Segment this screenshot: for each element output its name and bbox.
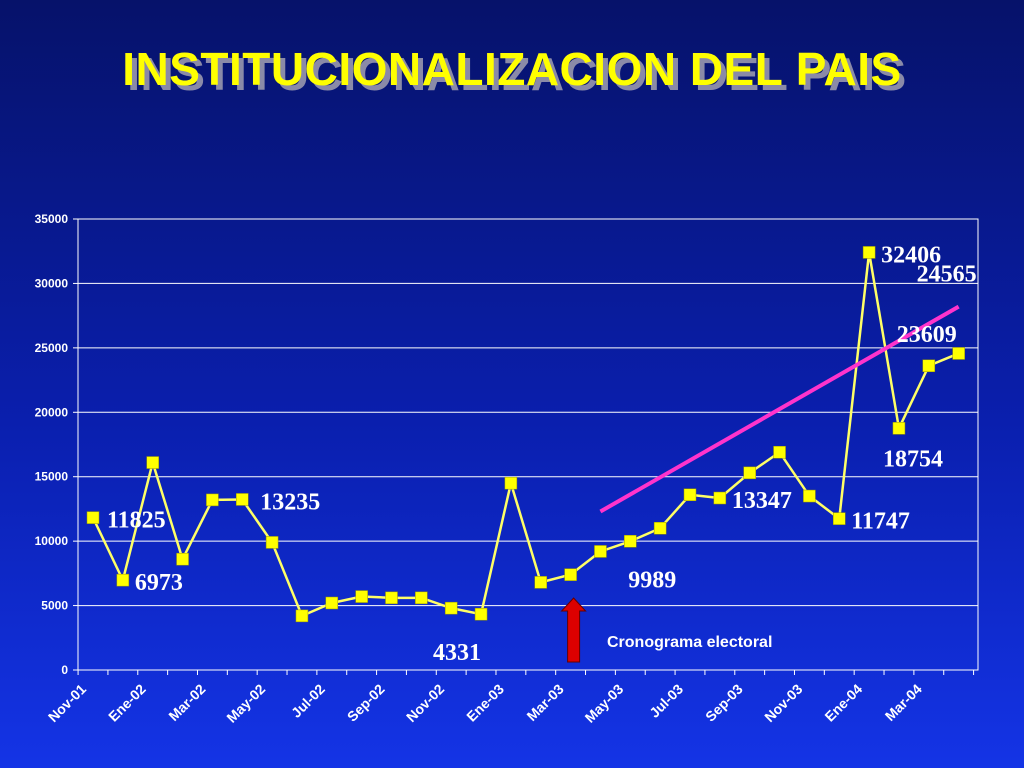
series-line bbox=[91, 252, 960, 618]
y-tick-label: 5000 bbox=[41, 599, 68, 613]
data-point bbox=[444, 601, 458, 615]
data-point bbox=[355, 590, 368, 603]
x-tick-label: Ene-02 bbox=[105, 681, 149, 725]
data-label: 13347 bbox=[732, 488, 792, 514]
data-point bbox=[653, 522, 667, 535]
data-point bbox=[176, 552, 189, 566]
data-label: 11747 bbox=[851, 509, 910, 535]
data-point bbox=[624, 535, 637, 548]
data-point bbox=[952, 347, 965, 360]
data-label: 24565 bbox=[917, 261, 977, 287]
data-label: 32406 bbox=[881, 242, 941, 268]
data-label: 9989 bbox=[628, 567, 676, 593]
data-point bbox=[116, 573, 130, 587]
x-tick-label: Sep-03 bbox=[702, 681, 746, 725]
data-point bbox=[474, 607, 488, 621]
x-tick-label: Sep-02 bbox=[344, 681, 388, 725]
data-point bbox=[206, 493, 219, 507]
data-point bbox=[295, 609, 309, 623]
data-point bbox=[833, 512, 846, 525]
y-tick-label: 10000 bbox=[35, 534, 69, 548]
y-tick-label: 0 bbox=[61, 663, 68, 677]
x-tick-label: Mar-03 bbox=[523, 681, 566, 724]
data-point bbox=[773, 445, 786, 459]
data-label: 23609 bbox=[897, 322, 957, 348]
data-label: 13235 bbox=[260, 489, 320, 515]
y-tick-label: 15000 bbox=[35, 470, 69, 484]
data-point bbox=[564, 568, 577, 581]
data-point bbox=[922, 359, 936, 373]
trend-line bbox=[599, 304, 960, 514]
data-point bbox=[86, 511, 100, 524]
data-point bbox=[265, 536, 279, 549]
x-tick-label: Mar-04 bbox=[882, 681, 925, 724]
data-point bbox=[594, 545, 607, 558]
data-point bbox=[862, 246, 876, 259]
x-tick-label: Nov-03 bbox=[761, 681, 805, 725]
x-tick-label: Ene-03 bbox=[463, 681, 507, 725]
data-point bbox=[236, 493, 249, 506]
plot-area-frame bbox=[77, 218, 979, 671]
arrow-icon bbox=[560, 597, 587, 663]
x-tick-label: Nov-02 bbox=[403, 681, 447, 725]
data-point bbox=[415, 591, 428, 605]
data-point bbox=[504, 476, 518, 490]
data-label: 18754 bbox=[883, 446, 943, 472]
annotation-label: Cronograma electoral bbox=[607, 634, 772, 651]
x-tick-label: Jul-02 bbox=[288, 681, 328, 721]
data-point bbox=[534, 576, 547, 589]
data-point bbox=[892, 422, 906, 435]
data-point bbox=[146, 456, 159, 469]
x-tick-label: Ene-04 bbox=[821, 681, 865, 725]
slide-title: INSTITUCIONALIZACION DEL PAIS bbox=[122, 43, 902, 95]
x-tick-label: Nov-01 bbox=[45, 681, 89, 725]
y-tick-label: 30000 bbox=[35, 276, 69, 290]
data-point bbox=[713, 491, 727, 505]
x-tick-label: Mar-02 bbox=[165, 681, 208, 724]
data-label: 4331 bbox=[433, 640, 481, 666]
y-tick-label: 20000 bbox=[35, 405, 69, 419]
data-label: 11825 bbox=[107, 508, 166, 534]
y-tick-label: 25000 bbox=[35, 341, 69, 355]
x-tick-label: May-03 bbox=[582, 681, 627, 726]
x-tick-label: May-02 bbox=[223, 681, 268, 726]
data-label: 6973 bbox=[135, 570, 183, 596]
data-point bbox=[683, 488, 697, 502]
x-tick-label: Jul-03 bbox=[646, 681, 686, 721]
data-point bbox=[325, 596, 339, 610]
data-point bbox=[803, 489, 816, 503]
data-point bbox=[385, 591, 398, 605]
data-point bbox=[743, 466, 756, 480]
y-tick-label: 35000 bbox=[35, 212, 69, 226]
